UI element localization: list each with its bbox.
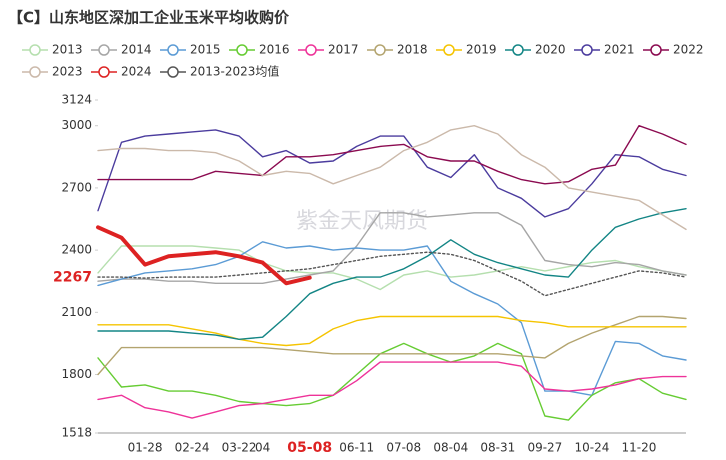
series-line [96,225,312,286]
legend-marker[interactable] [374,44,386,56]
x-tick-label: 06-11 [339,441,374,455]
x-tick-label: 08-31 [480,441,515,455]
y-tick-label: 1800 [61,367,92,381]
x-tick-label: 01-28 [128,441,163,455]
legend-marker[interactable] [650,44,662,56]
legend-marker[interactable] [443,44,455,56]
legend-marker[interactable] [98,44,110,56]
series-line [97,342,687,421]
series-line [97,129,687,218]
legend-label[interactable]: 2015 [190,43,221,57]
series-line [97,241,687,396]
x-tick-label: 11-20 [622,441,657,455]
legend-label[interactable]: 2018 [397,43,428,57]
x-tick-label: 10-24 [574,441,609,455]
series-line [97,208,687,340]
x-tick-label: 02-24 [175,441,210,455]
legend-label[interactable]: 2021 [604,43,635,57]
legend-marker[interactable] [236,44,248,56]
legend-marker[interactable] [29,66,41,78]
series-line [97,125,687,231]
legend-label[interactable]: 2016 [259,43,290,57]
series-line [97,212,687,284]
series-line [97,315,687,347]
y-tick-label: 2100 [61,305,92,319]
legend-marker[interactable] [167,44,179,56]
x-tick-label: 04 [255,441,270,455]
value-label: 2267 [53,270,92,286]
legend-marker[interactable] [512,44,524,56]
x-tick-label: 03-22 [222,441,257,455]
series-line [97,361,687,419]
y-tick-label: 3124 [61,93,92,107]
legend-marker[interactable] [305,44,317,56]
series-line [97,315,687,376]
y-tick-label: 2700 [61,180,92,194]
y-tick-label: 1518 [61,426,92,440]
legend-marker[interactable] [167,66,179,78]
x-tick-label: 05-08 [287,440,332,456]
y-tick-label: 2400 [61,243,92,257]
watermark: 紫金天风期货 [296,209,428,234]
legend-label[interactable]: 2014 [121,43,152,57]
legend-label[interactable]: 2013 [52,43,83,57]
legend-label[interactable]: 2019 [466,43,497,57]
legend-label[interactable]: 2023 [52,65,83,79]
chart-title: 【C】山东地区深加工企业玉米平均收购价 [8,9,290,27]
legend-marker[interactable] [581,44,593,56]
x-tick-label: 09-27 [527,441,562,455]
legend-label[interactable]: 2022 [673,43,704,57]
legend-label[interactable]: 2013-2023均值 [190,64,279,79]
series-line [97,125,687,185]
series-line [97,245,687,291]
legend-label[interactable]: 2020 [535,43,566,57]
y-tick-label: 3000 [61,118,92,132]
legend-marker[interactable] [29,44,41,56]
x-tick-label: 08-04 [433,441,468,455]
legend-label[interactable]: 2024 [121,65,152,79]
series-line [97,251,687,297]
legend-marker[interactable] [98,66,110,78]
legend-label[interactable]: 2017 [328,43,359,57]
x-tick-label: 07-08 [386,441,421,455]
